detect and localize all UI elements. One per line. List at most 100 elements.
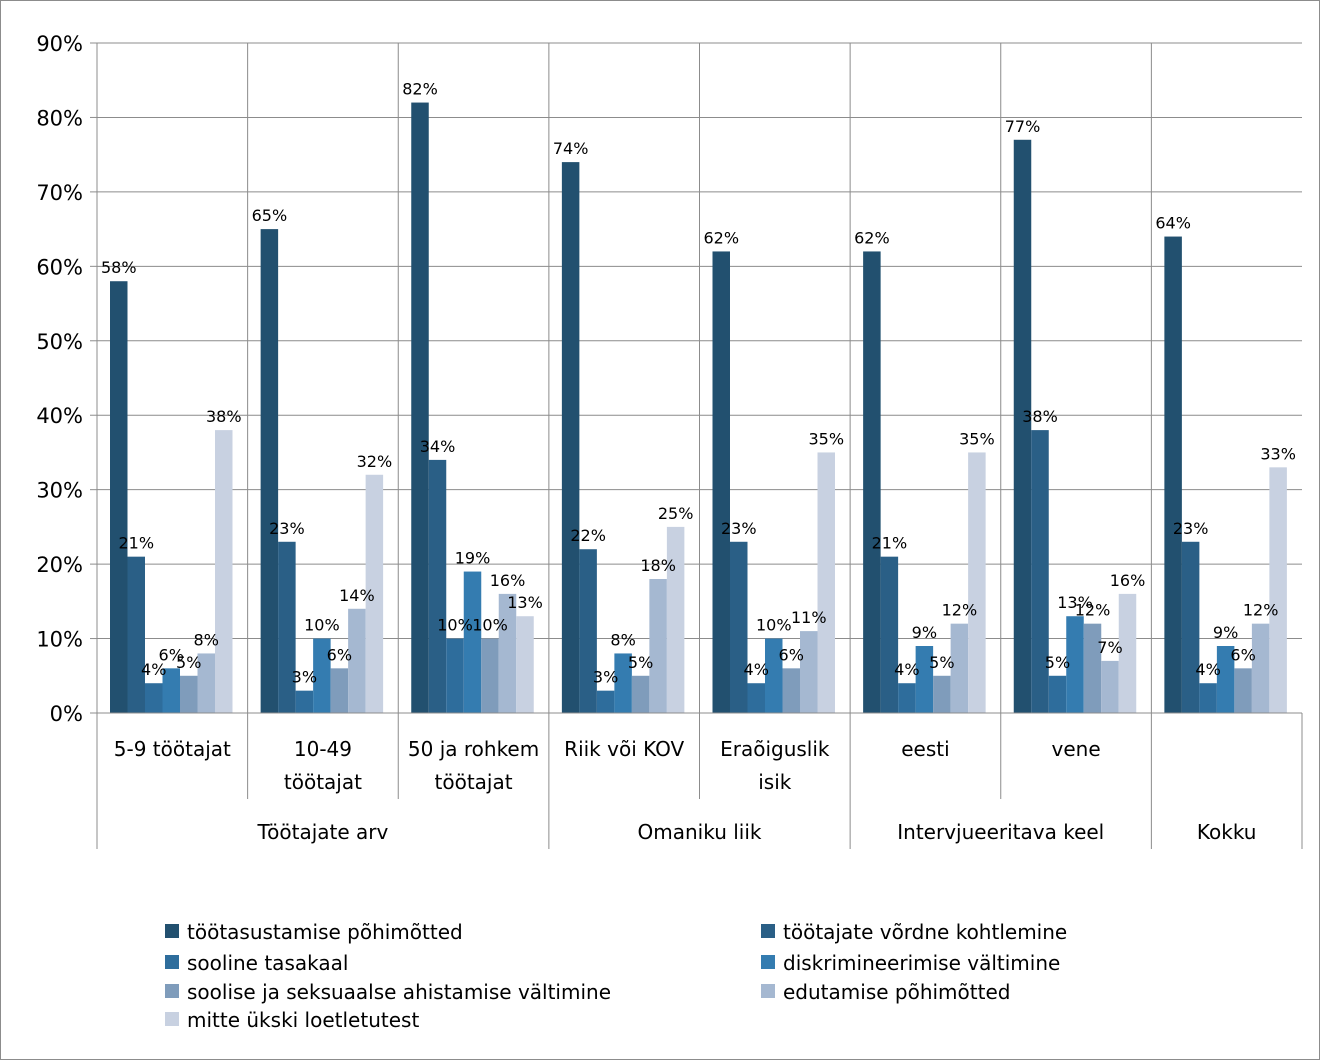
- y-tick-label: 90%: [36, 32, 83, 56]
- bar: [950, 623, 969, 713]
- bar: [260, 229, 279, 713]
- data-label: 16%: [490, 571, 526, 590]
- category-label: vene: [1052, 737, 1101, 761]
- data-label: 9%: [912, 623, 937, 642]
- legend-swatch: [165, 984, 179, 998]
- group-label: Töötajate arv: [257, 820, 389, 844]
- bar: [631, 675, 650, 713]
- data-label: 12%: [1075, 601, 1111, 620]
- category-label: 10-49: [294, 737, 352, 761]
- bar: [1251, 623, 1270, 713]
- bar: [579, 549, 597, 713]
- data-label: 12%: [942, 601, 978, 620]
- data-label: 19%: [455, 549, 491, 568]
- legend-swatch: [165, 955, 179, 969]
- data-label: 10%: [437, 616, 473, 635]
- data-label: 5%: [628, 653, 653, 672]
- data-label: 5%: [1045, 653, 1070, 672]
- legend-label: edutamise põhimõtted: [783, 980, 1010, 1004]
- bar: [968, 452, 986, 713]
- data-label: 58%: [101, 258, 137, 277]
- bar: [614, 653, 632, 713]
- data-label: 23%: [1173, 519, 1209, 538]
- bar: [313, 638, 331, 713]
- group-label: Intervjueeritava keel: [897, 820, 1104, 844]
- bar: [1048, 675, 1067, 713]
- data-label: 35%: [959, 429, 995, 448]
- bar: [782, 668, 800, 713]
- legend-label: mitte ükski loetletutest: [187, 1008, 419, 1032]
- bar: [162, 668, 180, 713]
- legend: töötasustamise põhimõtted töötajate võrdn…: [165, 920, 1067, 1032]
- bar: [110, 281, 128, 713]
- bar: [1234, 668, 1252, 713]
- y-tick-label: 80%: [36, 106, 83, 130]
- y-tick-label: 40%: [36, 404, 83, 428]
- category-label: Eraõiguslik: [720, 737, 830, 761]
- data-label: 4%: [1195, 660, 1220, 679]
- category-label: töötajat: [435, 770, 513, 794]
- data-label: 13%: [1057, 593, 1093, 612]
- data-label: 21%: [118, 534, 154, 553]
- data-label: 14%: [339, 586, 375, 605]
- data-label: 25%: [658, 504, 694, 523]
- legend-swatch: [761, 955, 775, 969]
- legend-swatch: [165, 1012, 179, 1026]
- data-label: 16%: [1110, 571, 1146, 590]
- data-label: 65%: [252, 206, 288, 225]
- data-label: 38%: [1022, 407, 1058, 426]
- bar: [712, 251, 730, 713]
- bar: [561, 162, 580, 714]
- legend-swatch: [761, 984, 775, 998]
- category-label: isik: [758, 770, 792, 794]
- bar: [516, 616, 534, 713]
- y-tick-label: 20%: [36, 553, 83, 577]
- data-label: 8%: [610, 630, 635, 649]
- bar: [596, 690, 615, 713]
- data-label: 6%: [1230, 645, 1255, 664]
- bar: [1118, 593, 1137, 713]
- bar: [127, 556, 145, 713]
- y-tick-label: 0%: [50, 702, 83, 726]
- data-label: 38%: [206, 407, 242, 426]
- data-label: 6%: [327, 645, 352, 664]
- bar: [817, 452, 835, 713]
- bar: [215, 430, 233, 713]
- data-label: 22%: [570, 526, 606, 545]
- data-label: 12%: [1243, 601, 1279, 620]
- bar: [197, 653, 215, 713]
- legend-label: töötasustamise põhimõtted: [187, 920, 463, 944]
- data-label: 23%: [269, 519, 305, 538]
- data-label: 4%: [141, 660, 166, 679]
- data-label: 6%: [779, 645, 804, 664]
- bar: [765, 638, 783, 713]
- legend-label: sooline tasakaal: [187, 951, 348, 975]
- bar: [1031, 430, 1049, 713]
- data-label: 62%: [854, 228, 890, 247]
- bar: [278, 541, 296, 713]
- data-label: 23%: [721, 519, 757, 538]
- legend-swatch: [165, 924, 179, 938]
- category-label: 50 ja rohkem: [408, 737, 539, 761]
- data-label: 13%: [507, 593, 543, 612]
- bar: [446, 638, 464, 713]
- data-label: 35%: [808, 429, 844, 448]
- y-axis-ticks: 0% 10% 20% 30% 40% 50% 60% 70% 80% 90%: [36, 32, 83, 726]
- bar: [295, 690, 314, 713]
- bar: [463, 571, 482, 713]
- bar: [1216, 646, 1235, 713]
- data-label: 64%: [1155, 214, 1191, 233]
- category-label: Riik või KOV: [564, 737, 684, 761]
- legend-swatch: [761, 924, 775, 938]
- bar: [498, 593, 517, 713]
- category-label: eesti: [901, 737, 949, 761]
- data-label: 18%: [640, 556, 676, 575]
- y-tick-label: 30%: [36, 479, 83, 503]
- y-tick-label: 60%: [36, 255, 83, 279]
- bar: [666, 526, 685, 713]
- bar: [1066, 616, 1084, 713]
- bar: [1269, 467, 1287, 713]
- bar: [898, 683, 916, 713]
